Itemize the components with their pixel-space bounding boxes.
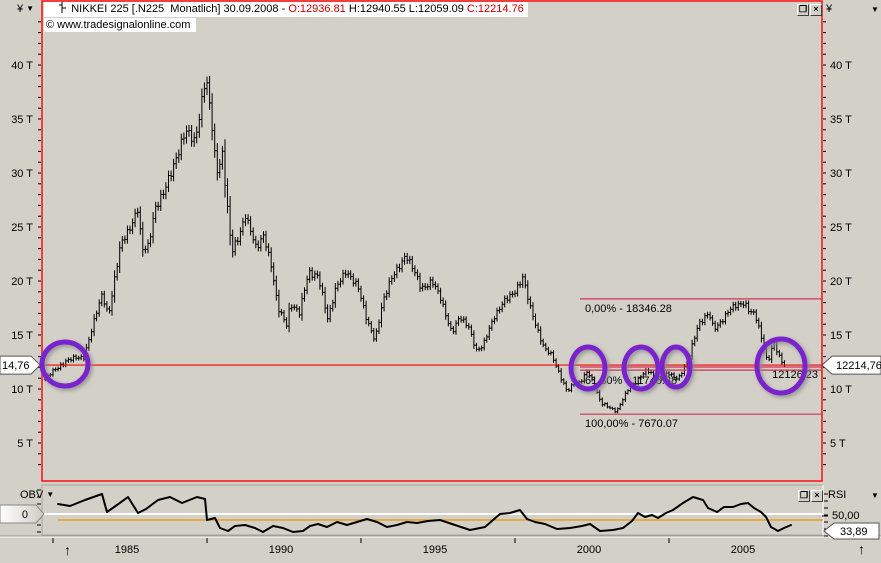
left-axis-unit-selector[interactable]: ¥ ▼ bbox=[17, 3, 34, 15]
y-tick-label: 10 T bbox=[830, 384, 852, 396]
y-tick-label: 30 T bbox=[830, 168, 852, 180]
y-tick-label: 10 T bbox=[11, 384, 33, 396]
x-tick-label: 2005 bbox=[731, 544, 755, 556]
left-price-callout bbox=[0, 355, 41, 375]
x-tick-label: 1990 bbox=[269, 544, 293, 556]
x-tick-label: 2000 bbox=[577, 544, 601, 556]
price-bars bbox=[43, 75, 786, 414]
title-close-value: C:12214.76 bbox=[466, 3, 524, 15]
title-high-low-values: H:12940.55 L:12059.09 bbox=[345, 3, 467, 15]
left-axis-unit: ¥ bbox=[17, 3, 24, 15]
obv-label: OBV bbox=[20, 489, 44, 501]
right-axis-unit: ¥ bbox=[826, 3, 833, 15]
indicator-panel-restore-button[interactable]: ❐ bbox=[798, 490, 810, 502]
obv-zero-callout-text: 0 bbox=[22, 509, 28, 521]
restore-icon: ❐ bbox=[799, 490, 809, 500]
y-tick-label: 25 T bbox=[830, 222, 852, 234]
obv-zero-callout bbox=[0, 504, 45, 524]
chart-title[interactable]: NIKKEI 225 [.N225 Monatlich] 30.09.2008 … bbox=[44, 1, 528, 17]
close-icon: × bbox=[813, 4, 819, 14]
chevron-down-icon: ▼ bbox=[46, 490, 55, 499]
y-tick-label: 5 T bbox=[17, 438, 33, 450]
y-axis: 40 T 40 T 35 T 35 T 30 T 30 T 25 T 25 T 20 T 20 T… bbox=[11, 21, 852, 466]
x-tick-label: 1995 bbox=[423, 544, 447, 556]
y-tick-label: 25 T bbox=[11, 222, 33, 234]
copyright-label: © www.tradesignalonline.com bbox=[44, 18, 197, 32]
y-tick-label: 40 T bbox=[830, 60, 852, 72]
pattern-circle-annotation[interactable] bbox=[621, 344, 661, 392]
main-chart-close-button[interactable]: × bbox=[810, 4, 822, 16]
left-price-callout-text: 14,76 bbox=[2, 360, 30, 372]
close-icon: × bbox=[814, 490, 820, 500]
main-chart-frame bbox=[41, 0, 823, 482]
y-tick-label: 35 T bbox=[11, 114, 33, 126]
right-price-callout bbox=[821, 355, 881, 375]
rsi-level-label: 50,00 bbox=[832, 510, 860, 522]
indicator-trace bbox=[57, 493, 792, 533]
scroll-up-arrow-icon[interactable]: ↑ bbox=[64, 542, 71, 558]
y-tick-label: 5 T bbox=[830, 438, 846, 450]
pattern-circle-annotation[interactable] bbox=[754, 336, 808, 396]
right-price-callout-text: 12214,76 bbox=[836, 360, 881, 372]
main-chart-restore-button[interactable]: ❐ bbox=[797, 4, 809, 16]
y-tick-label: 35 T bbox=[830, 114, 852, 126]
rsi-value-callout bbox=[823, 522, 880, 540]
fibonacci-label: 0,00% - 18346.28 bbox=[585, 303, 672, 315]
pattern-circle-annotation[interactable] bbox=[39, 339, 91, 389]
indicator-panel: 033,89 bbox=[0, 484, 880, 540]
indicator-selector-obv[interactable]: OBV ▼ bbox=[20, 489, 54, 501]
right-axis-dropdown-icon[interactable]: ▼ bbox=[871, 5, 879, 14]
title-instrument: NIKKEI 225 [.N225 Monatlich] 30.09.2008 … bbox=[71, 3, 289, 15]
x-tick-label: 1985 bbox=[115, 544, 139, 556]
y-tick-label: 20 T bbox=[830, 276, 852, 288]
y-tick-label: 20 T bbox=[11, 276, 33, 288]
fibonacci-label: 100,00% - 7670.07 bbox=[585, 418, 678, 430]
y-tick-label: 15 T bbox=[11, 330, 33, 342]
scroll-up-arrow-icon[interactable]: ↑ bbox=[858, 541, 865, 557]
y-tick-label: 40 T bbox=[11, 60, 33, 72]
rsi-label: RSI bbox=[828, 489, 847, 501]
ohlc-bar-icon bbox=[46, 0, 67, 33]
x-axis: 1985 1990 1995 2000 2005 bbox=[0, 535, 881, 556]
y-tick-label: 30 T bbox=[11, 168, 33, 180]
pattern-circle-annotation[interactable] bbox=[568, 344, 608, 392]
chevron-down-icon: ▼ bbox=[26, 4, 35, 13]
restore-icon: ❐ bbox=[798, 4, 808, 14]
drawn-line-value-label: 12126.23 bbox=[772, 369, 818, 381]
rsi-dropdown-icon[interactable]: ▼ bbox=[871, 491, 879, 500]
indicator-panel-close-button[interactable]: × bbox=[811, 490, 823, 502]
title-open-value: O:12936.81 bbox=[288, 3, 346, 15]
y-tick-label: 15 T bbox=[830, 330, 852, 342]
pattern-circle-annotation[interactable] bbox=[659, 344, 693, 390]
rsi-value-callout-text: 33,89 bbox=[840, 526, 868, 538]
